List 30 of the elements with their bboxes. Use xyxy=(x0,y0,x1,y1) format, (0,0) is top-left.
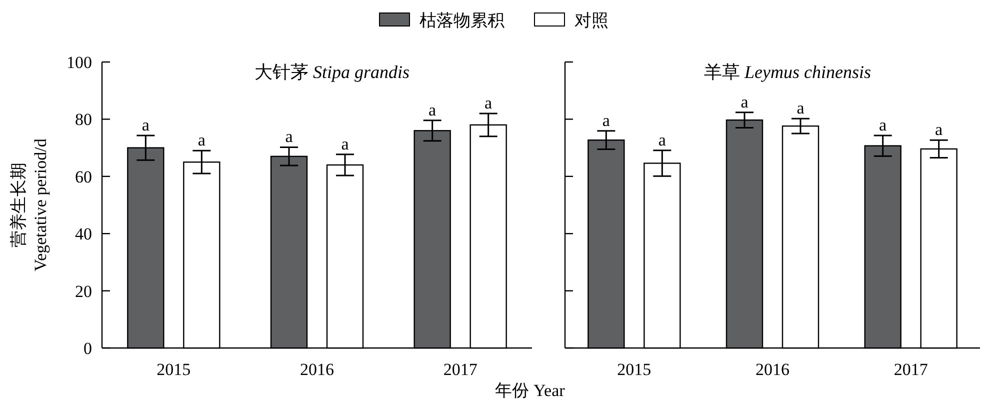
chart-title: 羊草 Leymus chinensis xyxy=(704,62,871,82)
legend-label: 对照 xyxy=(574,11,608,30)
data-label: a xyxy=(658,130,666,150)
y-tick-label: 80 xyxy=(75,110,92,130)
x-tick-label: 2017 xyxy=(894,360,928,379)
data-label: a xyxy=(428,100,437,120)
data-label: a xyxy=(740,92,749,112)
x-axis-title: 年份 Year xyxy=(495,381,566,400)
y-tick-label: 40 xyxy=(75,224,92,244)
chart-title: 大针茅 Stipa grandis xyxy=(254,62,410,82)
y-tick-label: 100 xyxy=(66,53,92,72)
legend-label: 枯落物累积 xyxy=(420,11,504,30)
x-tick-label: 2016 xyxy=(300,360,334,379)
data-label: a xyxy=(935,120,944,140)
data-label: a xyxy=(484,93,493,112)
x-tick-label: 2015 xyxy=(156,360,191,379)
data-label: a xyxy=(285,127,294,146)
x-tick-label: 2017 xyxy=(443,360,478,379)
y-axis-title: 营养生长期 Vegetative period/d xyxy=(9,138,50,272)
data-label: a xyxy=(198,130,206,150)
x-tick-label: 2015 xyxy=(617,360,652,379)
y-tick-label: 0 xyxy=(84,339,92,358)
data-label: a xyxy=(142,116,150,134)
x-tick-label: 2016 xyxy=(756,360,790,379)
data-label: a xyxy=(879,116,888,134)
y-tick-label: 20 xyxy=(75,282,92,301)
data-label: a xyxy=(602,110,610,130)
data-label: a xyxy=(796,98,805,118)
y-tick-label: 60 xyxy=(75,167,92,186)
data-label: a xyxy=(341,134,350,154)
